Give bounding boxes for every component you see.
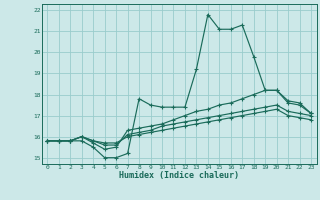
X-axis label: Humidex (Indice chaleur): Humidex (Indice chaleur) — [119, 171, 239, 180]
